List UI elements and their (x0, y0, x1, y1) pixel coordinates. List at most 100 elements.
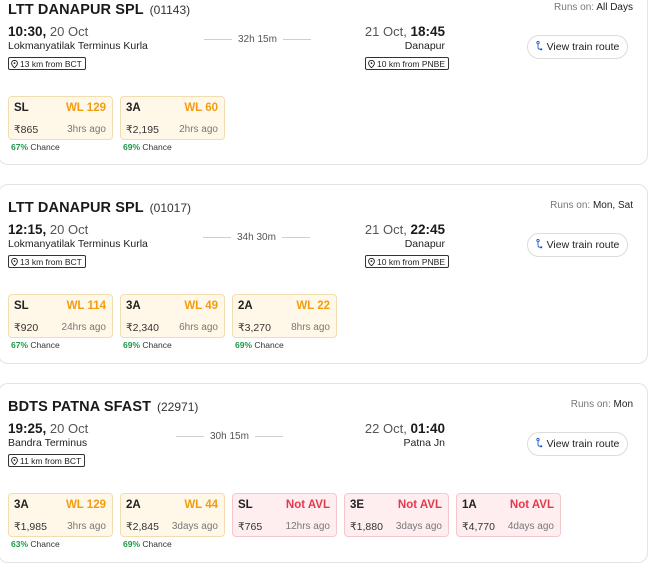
availability-status: WL 22 (296, 300, 330, 312)
confirm-chance: 67% Chance (11, 142, 116, 152)
journey-duration: 34h 30m (203, 232, 310, 243)
train-number: (22971) (157, 400, 199, 414)
distance-text: 10 km from PNBE (377, 58, 446, 69)
view-train-route-button[interactable]: View train route (527, 432, 628, 456)
chance-percent: 63% (11, 539, 29, 549)
availability-status: WL 129 (65, 102, 106, 114)
fare: ₹2,845 (126, 521, 159, 533)
confirm-chance: 69% Chance (123, 539, 228, 549)
location-pin-icon (368, 59, 375, 68)
class-tile-3a[interactable]: 3A WL 49 ₹2,340 6hrs ago (120, 294, 225, 338)
availability-status: WL 49 (184, 300, 218, 312)
train-card[interactable]: LTT DANAPUR SPL (01017) Runs on: Mon, Sa… (0, 184, 648, 364)
class-tile-sl[interactable]: SL WL 114 ₹920 24hrs ago (8, 294, 113, 338)
duration-text: 32h 15m (238, 34, 277, 45)
class-name: 3E (350, 499, 365, 511)
runs-on-days: All Days (596, 2, 633, 13)
train-card[interactable]: BDTS PATNA SFAST (22971) Runs on: Mon 19… (0, 383, 648, 563)
arrival-time: 21 Oct, 18:45 (365, 24, 445, 39)
fare: ₹2,195 (126, 124, 159, 136)
fare: ₹4,770 (462, 521, 495, 533)
train-card[interactable]: LTT DANAPUR SPL (01143) Runs on: All Day… (0, 0, 648, 165)
updated-time: 3hrs ago (67, 521, 106, 532)
updated-time: 6hrs ago (179, 322, 218, 333)
confirm-chance: 69% Chance (123, 340, 228, 350)
arrival-clock: 22:45 (410, 222, 445, 237)
class-name: 3A (126, 102, 141, 114)
view-train-route-button[interactable]: View train route (527, 35, 628, 59)
class-name: SL (14, 102, 29, 114)
chance-label: Chance (142, 340, 172, 350)
chance-list: 67% Chance 69% Chance (11, 142, 228, 152)
runs-on: Runs on: Mon, Sat (550, 200, 633, 211)
fare: ₹865 (14, 124, 39, 136)
location-pin-icon (11, 59, 18, 68)
class-name: 2A (126, 499, 141, 511)
chance-percent: 69% (123, 539, 141, 549)
route-icon (535, 40, 543, 54)
departure-date: 20 Oct (49, 24, 89, 39)
availability-status: WL 44 (184, 499, 218, 511)
class-tile-3a[interactable]: 3A WL 129 ₹1,985 3hrs ago (8, 493, 113, 537)
train-name: BDTS PATNA SFAST (8, 399, 152, 415)
departure-date: 20 Oct (49, 421, 89, 436)
arrival-clock: 01:40 (410, 421, 445, 436)
divider (254, 436, 283, 437)
fare: ₹1,985 (14, 521, 47, 533)
updated-time: 8hrs ago (291, 322, 330, 333)
divider (176, 436, 204, 437)
runs-on-label: Runs on: (550, 200, 591, 211)
fare: ₹2,340 (126, 322, 159, 334)
runs-on-days: Mon (613, 399, 633, 410)
distance-text: 10 km from PNBE (377, 256, 446, 267)
route-button-label: View train route (546, 438, 620, 450)
divider (203, 237, 231, 238)
chance-percent: 67% (11, 340, 29, 350)
arrival-time: 21 Oct, 22:45 (365, 222, 445, 237)
updated-time: 4days ago (507, 521, 554, 532)
class-list: 3A WL 129 ₹1,985 3hrs ago 2A WL 44 ₹2,84… (8, 493, 561, 537)
train-number: (01143) (149, 3, 191, 17)
class-tile-3a[interactable]: 3A WL 60 ₹2,195 2hrs ago (120, 96, 225, 140)
view-train-route-button[interactable]: View train route (527, 233, 628, 257)
class-tile-sl[interactable]: SL WL 129 ₹865 3hrs ago (8, 96, 113, 140)
location-pin-icon (11, 456, 18, 465)
availability-status: WL 114 (66, 300, 106, 312)
distance-text: 11 km from BCT (20, 455, 82, 466)
departure-distance: 13 km from BCT (8, 57, 86, 70)
route-button-label: View train route (546, 239, 620, 251)
confirm-chance: 69% Chance (123, 142, 228, 152)
class-tile-2a[interactable]: 2A WL 22 ₹3,270 8hrs ago (232, 294, 337, 338)
runs-on-label: Runs on: (570, 399, 611, 410)
class-tile-sl[interactable]: SL Not AVL ₹765 12hrs ago (232, 493, 337, 537)
arrival-date: 21 Oct, (364, 24, 407, 39)
arrival-distance: 10 km from PNBE (365, 255, 450, 268)
arrival-station: Patna Jn (403, 437, 445, 449)
divider (281, 237, 310, 238)
confirm-chance: 67% Chance (11, 340, 116, 350)
train-name: LTT DANAPUR SPL (8, 2, 144, 18)
class-tile-3e[interactable]: 3E Not AVL ₹1,880 3days ago (344, 493, 449, 537)
confirm-chance: 63% Chance (11, 539, 116, 549)
chance-label: Chance (142, 539, 172, 549)
class-name: SL (238, 499, 253, 511)
class-list: SL WL 114 ₹920 24hrs ago 3A WL 49 ₹2,340… (8, 294, 337, 338)
departure-time: 10:30, 20 Oct (8, 24, 88, 39)
runs-on: Runs on: Mon (571, 399, 633, 410)
arrival-distance: 10 km from PNBE (365, 57, 450, 70)
arrival-station: Danapur (404, 238, 445, 250)
departure-clock: 19:25, (8, 421, 47, 436)
class-tile-2a[interactable]: 2A WL 44 ₹2,845 3days ago (120, 493, 225, 537)
departure-distance: 11 km from BCT (8, 454, 86, 467)
chance-label: Chance (142, 142, 172, 152)
train-number: (01017) (149, 201, 192, 215)
availability-status: WL 60 (184, 102, 218, 114)
departure-time: 19:25, 20 Oct (8, 421, 88, 436)
availability-status: Not AVL (285, 499, 330, 511)
chance-label: Chance (30, 142, 60, 152)
class-tile-1a[interactable]: 1A Not AVL ₹4,770 4days ago (456, 493, 561, 537)
train-name: LTT DANAPUR SPL (8, 200, 144, 216)
availability-status: WL 129 (65, 499, 106, 511)
arrival-clock: 18:45 (410, 24, 445, 39)
departure-distance: 13 km from BCT (8, 255, 86, 268)
